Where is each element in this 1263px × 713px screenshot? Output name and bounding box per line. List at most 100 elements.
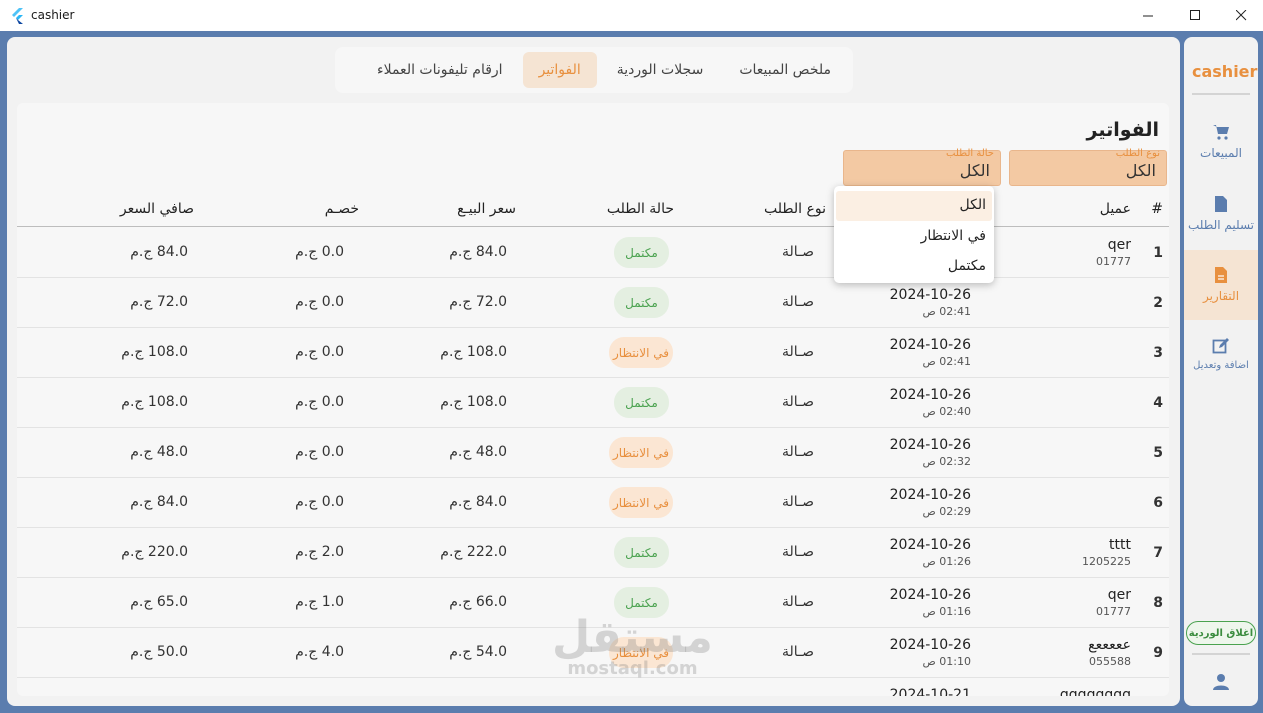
order-type: صـالة [781,494,814,510]
sale-price: 84.0 ج.م [449,244,507,260]
order-time: 02:40 ص [922,405,972,418]
sale-price: 72.0 ج.م [449,294,507,310]
row-number: 6 [1153,495,1163,511]
net-price: 108.0 ج.م [121,344,188,360]
row-number: 1 [1153,245,1163,261]
table-row[interactable]: 6 2024-10-26 02:29 ص صـالة في الانتظار 84.0 ج… [17,478,1169,528]
table-row[interactable]: 9 عععععع 055588 2024-10-26 01:10 ص صـالة في ال… [17,628,1169,678]
row-customer [1011,337,1131,339]
sale-price: 108.0 ج.م [440,394,507,410]
sidebar-item-reports[interactable]: التقارير [1184,250,1258,320]
row-number: 9 [1153,645,1163,661]
order-status-filter-value: الكل [959,161,990,180]
edit-icon [1212,338,1229,354]
order-status-filter[interactable]: حالة الطلب الكل [843,148,1001,186]
sidebar-item-sales[interactable]: المبيعات [1184,107,1258,177]
sidebar-divider [1192,93,1250,95]
tab-customer-phones[interactable]: ارقام تليفونات العملاء [377,62,503,78]
table-row[interactable]: 3 2024-10-26 02:41 ص صـالة في الانتظار 108.0 … [17,328,1169,378]
sidebar-item-label: اضافة وتعديل [1193,360,1249,371]
watermark: مستقل mostaql.com [552,612,713,680]
table-row[interactable]: 7 tttt 1205225 2024-10-26 01:26 ص صـالة مكتمل 2… [17,528,1169,578]
dropdown-option-completed[interactable]: مكتمل [947,258,986,274]
row-customer: gggggggg [1011,687,1131,696]
page-title: الفواتير [1086,119,1159,141]
close-button[interactable] [1218,0,1263,31]
order-type: صـالة [781,294,814,310]
watermark-latin: mostaql.com [567,658,698,679]
row-customer: qer 01777 [1011,237,1131,268]
sidebar-item-label: المبيعات [1200,146,1242,160]
order-status-filter-label: حالة الطلب [946,148,994,159]
order-time: 01:26 ص [922,555,972,568]
tab-shift-logs[interactable]: سجلات الوردية [616,62,704,78]
tab-invoices[interactable]: الفواتير [522,52,597,88]
order-date: 2024-10-21 [889,687,971,696]
row-number: 7 [1153,545,1163,561]
sale-price: 108.0 ج.م [440,344,507,360]
minimize-button[interactable] [1125,0,1171,31]
sale-price: 222.0 ج.م [440,544,507,560]
sidebar: cashier المبيعات تسليم الطلب التقارير اض… [1184,37,1258,706]
order-type-filter[interactable]: نوع الطلب الكل [1009,148,1167,186]
discount: 0.0 ج.م [295,494,344,510]
row-datetime: 2024-10-26 01:26 ص [890,537,971,568]
order-date: 2024-10-26 [889,587,971,603]
app-logo: cashier [1192,62,1258,81]
sidebar-item-order-delivery[interactable]: تسليم الطلب [1184,179,1258,249]
order-time: 02:41 ص [922,305,972,318]
discount: 2.0 ج.م [295,544,344,560]
dropdown-option-pending[interactable]: في الانتظار [920,228,986,244]
table-row[interactable]: 1 qer 01777 صـالة مكتمل 84.0 ج.م 0.0 ج.م 84.0 ج… [17,228,1169,278]
net-price: 50.0 ج.م [130,644,188,660]
report-icon [1215,267,1227,283]
discount: 0.0 ج.م [295,394,344,410]
order-time: 01:10 ص [922,655,972,668]
row-datetime: 2024-10-26 02:40 ص [890,387,971,418]
customer-name: tttt [1109,537,1131,553]
flutter-logo-icon [12,8,23,24]
row-datetime: 2024-10-26 02:32 ص [890,437,971,468]
main-panel: ملخص المبيعات سجلات الوردية الفواتير ارق… [7,37,1180,706]
order-type-filter-value: الكل [1125,161,1156,180]
customer-phone: 1205225 [1082,555,1131,568]
discount: 0.0 ج.م [295,444,344,460]
order-date: 2024-10-26 [889,287,971,303]
table-row[interactable]: 4 2024-10-26 02:40 ص صـالة مكتمل 108.0 ج.م 0.0… [17,378,1169,428]
order-type: صـالة [781,444,814,460]
order-date: 2024-10-26 [889,637,971,653]
row-datetime: 2024-10-26 02:41 ص [890,337,971,368]
header-net-price: صافي السعر [119,201,194,217]
header-customer: عميل [1099,201,1131,217]
row-customer: tttt 1205225 [1011,537,1131,568]
header-num: # [1151,201,1163,217]
discount: 0.0 ج.م [295,294,344,310]
close-icon [1235,10,1246,21]
close-shift-button[interactable]: اغلاق الوردية [1186,621,1256,645]
row-number: 8 [1153,595,1163,611]
title-bar: cashier [0,0,1263,31]
order-date: 2024-10-26 [889,437,971,453]
customer-name: qer [1107,237,1131,253]
user-icon[interactable] [1212,673,1230,691]
status-badge: مكتمل [614,237,669,268]
table-row[interactable]: 2 2024-10-26 02:41 ص صـالة مكتمل 72.0 ج.م 0.0 … [17,278,1169,328]
order-type: صـالة [781,544,814,560]
watermark-arabic: مستقل [552,612,713,663]
sale-price: 66.0 ج.م [449,594,507,610]
status-badge: مكتمل [614,537,669,568]
dropdown-option-all[interactable]: الكل [836,191,992,221]
customer-phone: 055588 [1089,655,1131,668]
maximize-button[interactable] [1172,0,1218,31]
net-price: 84.0 ج.م [130,244,188,260]
status-badge: مكتمل [614,587,669,618]
net-price: 108.0 ج.م [121,394,188,410]
table-row[interactable]: 5 2024-10-26 02:32 ص صـالة في الانتظار 48.0 ج… [17,428,1169,478]
table-row[interactable]: gggggggg 2024-10-21 [17,678,1169,696]
sale-price: 54.0 ج.م [449,644,507,660]
header-type: نوع الطلب [764,201,826,217]
tab-sales-summary[interactable]: ملخص المبيعات [739,62,831,78]
table-row[interactable]: 8 qer 01777 2024-10-26 01:16 ص صـالة مكتمل 66.0… [17,578,1169,628]
sidebar-item-add-edit[interactable]: اضافة وتعديل [1184,321,1258,391]
row-datetime: 2024-10-21 [890,687,971,696]
